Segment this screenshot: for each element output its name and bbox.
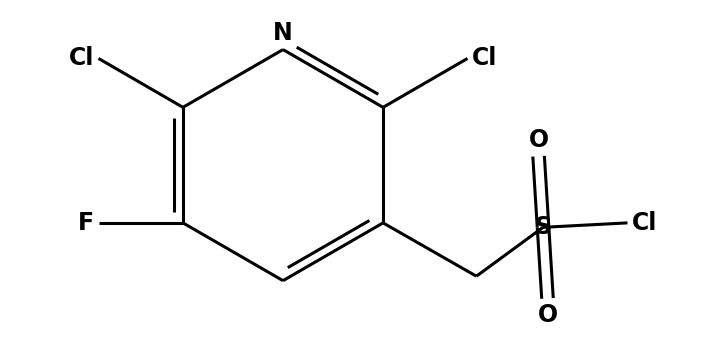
Text: O: O bbox=[529, 128, 549, 152]
Text: O: O bbox=[537, 303, 558, 327]
Text: S: S bbox=[534, 215, 552, 239]
Text: Cl: Cl bbox=[472, 47, 497, 70]
Text: F: F bbox=[78, 211, 94, 235]
Text: Cl: Cl bbox=[632, 211, 657, 235]
Text: Cl: Cl bbox=[69, 47, 94, 70]
Text: N: N bbox=[273, 21, 293, 45]
